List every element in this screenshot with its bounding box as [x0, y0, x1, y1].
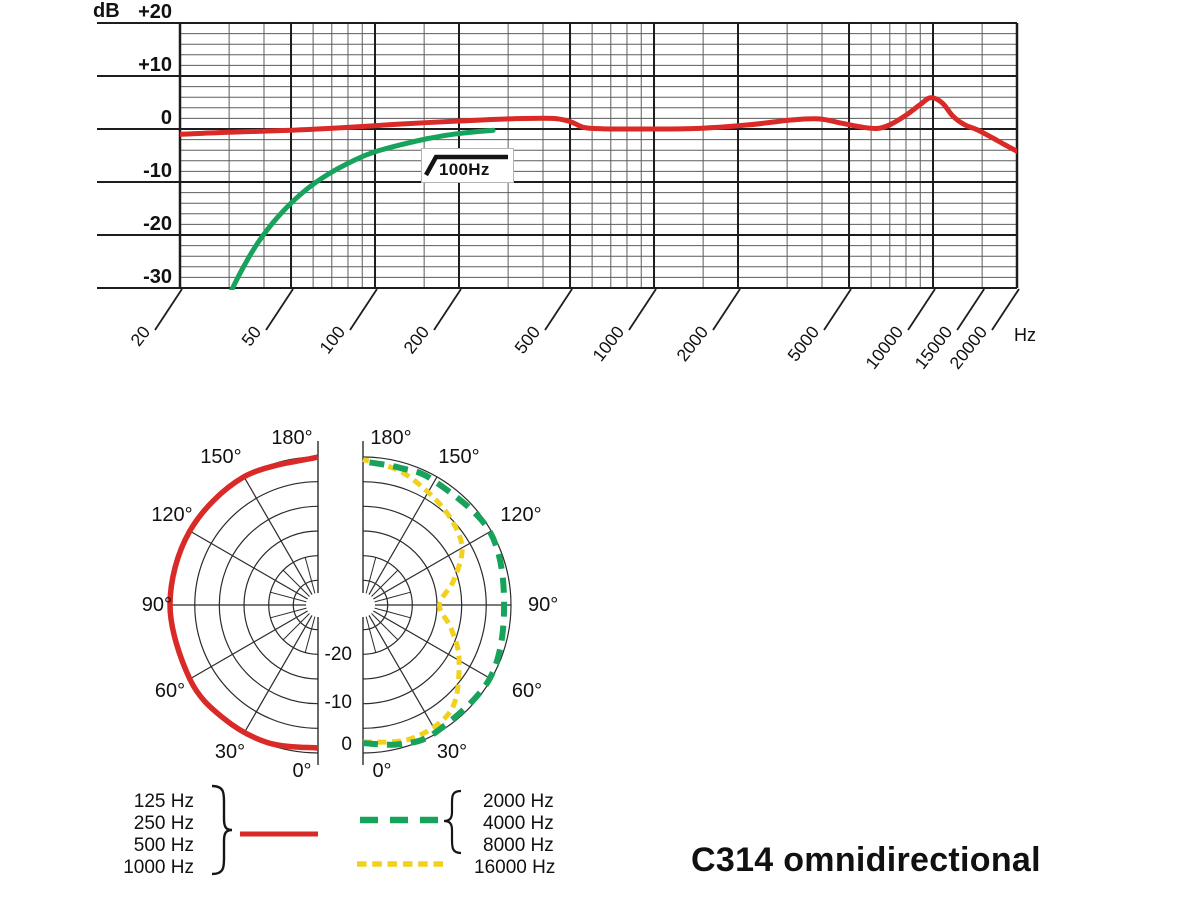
polar-grid-spoke	[189, 610, 308, 680]
legend-brace-left	[211, 784, 233, 876]
polar-pattern-chart: 0° 30° 60° 90° 120° 150° 180° 0° 30° 60° 90° 120° 15…	[142, 427, 559, 782]
y-tick-label: -20	[143, 213, 172, 235]
axis-tick	[544, 288, 573, 331]
polar-db-label: 0	[341, 734, 352, 755]
legend-low-frequencies: 125 Hz 250 Hz 500 Hz 1000 Hz	[106, 791, 194, 879]
y-tick-label: +20	[138, 1, 172, 23]
axis-tick	[712, 288, 741, 331]
x-tick-label: 500	[510, 322, 544, 358]
axis-tick	[628, 288, 657, 331]
legend-item: 500 Hz	[133, 835, 194, 856]
x-tick-label: 10000	[861, 322, 907, 373]
polar-angle-label: 0°	[292, 760, 311, 782]
polar-grid-spoke	[189, 530, 308, 600]
polar-grid-spoke	[368, 615, 438, 734]
polar-angle-label: 120°	[500, 504, 541, 526]
legend-high-frequencies: 2000 Hz 4000 Hz 8000 Hz 16000 Hz	[474, 791, 555, 879]
polar-curve-125-1000Hz	[167, 454, 319, 751]
y-tick-label: -30	[143, 266, 172, 288]
legend-graphics	[211, 784, 462, 876]
polar-grid-spoke-fine	[374, 607, 411, 619]
polar-grid-spoke-fine	[365, 616, 377, 653]
filter-frequency-label: 100Hz	[439, 160, 490, 179]
x-tick-label: 50	[237, 322, 265, 350]
legend-item: 4000 Hz	[483, 813, 554, 834]
polar-grid-spoke-fine	[371, 569, 399, 597]
axis-tick	[349, 288, 378, 331]
x-tick-label: 15000	[911, 322, 957, 373]
axis-tick	[823, 288, 852, 331]
legend-brace-right	[443, 789, 462, 855]
polar-grid-spoke-fine	[365, 557, 377, 594]
x-tick-label: 1000	[588, 322, 628, 365]
polar-angle-label: 180°	[370, 427, 411, 449]
polar-angle-label: 30°	[437, 741, 467, 763]
polar-angle-label: 120°	[151, 504, 192, 526]
polar-angle-label: 150°	[438, 446, 479, 468]
x-tick-label: 5000	[783, 322, 823, 365]
polar-grid-spoke-fine	[270, 591, 307, 603]
polar-grid-spoke-fine	[282, 569, 310, 597]
polar-grid-spoke-fine	[270, 607, 307, 619]
x-tick-label: 20000	[945, 322, 991, 373]
polar-grid-spoke-fine	[374, 591, 411, 603]
legend-item: 1000 Hz	[123, 857, 194, 878]
axis-tick	[433, 288, 462, 331]
polar-grid-spoke-fine	[371, 613, 399, 641]
y-axis-unit-label: dB	[93, 0, 120, 22]
legend-item: 250 Hz	[133, 813, 194, 834]
x-tick-label: 2000	[672, 322, 712, 365]
polar-grid-spoke-fine	[304, 557, 316, 594]
polar-db-label: -10	[325, 692, 352, 713]
x-tick-label: 100	[315, 322, 349, 358]
y-tick-label: +10	[138, 54, 172, 76]
axis-tick	[154, 288, 183, 331]
frequency-response-chart: +20 +10 0 -10 -20 -30 20 50 100 200 500 1000 2000 500…	[97, 1, 1020, 373]
y-tick-label: -10	[143, 160, 172, 182]
polar-angle-label: 60°	[155, 680, 185, 702]
polar-angle-label: 90°	[528, 594, 558, 616]
polar-angle-label: 0°	[372, 760, 391, 782]
response-curves	[180, 95, 1017, 290]
x-tick-label: 200	[399, 322, 433, 358]
low-cut-filter-badge: 100Hz	[421, 148, 514, 183]
polar-grid-spoke	[373, 610, 492, 680]
polar-db-label: -20	[325, 644, 352, 665]
polar-angle-label: 90°	[142, 594, 172, 616]
legend-item: 16000 Hz	[474, 857, 556, 878]
axis-tick	[907, 288, 936, 331]
polar-grid-spoke	[368, 476, 438, 595]
page-title: C314 omnidirectional	[691, 841, 1041, 879]
high-pass-filter-icon	[424, 154, 508, 177]
polar-grid-spoke	[243, 476, 313, 595]
curve-low-cut-filter-100Hz	[228, 127, 496, 290]
axis-tick	[956, 288, 985, 331]
polar-angle-label: 180°	[271, 427, 312, 449]
legend-item: 8000 Hz	[483, 835, 554, 856]
legend-item: 125 Hz	[133, 791, 194, 812]
polar-angle-label: 60°	[512, 680, 542, 702]
x-tick-label: 20	[126, 322, 154, 350]
legend-item: 2000 Hz	[483, 791, 554, 812]
polar-curve-16000Hz	[362, 457, 465, 745]
polar-grid-spoke	[243, 615, 313, 734]
polar-grid-spoke-fine	[304, 616, 316, 653]
polar-grid-spoke	[373, 530, 492, 600]
polar-angle-label: 150°	[200, 446, 241, 468]
polar-angle-label: 30°	[215, 741, 245, 763]
axis-tick	[265, 288, 294, 331]
axis-tick	[991, 288, 1020, 331]
polar-curve-2000-8000Hz	[362, 458, 508, 748]
y-tick-label: 0	[161, 107, 172, 129]
polar-grid-spoke-fine	[282, 613, 310, 641]
curve-frequency-response	[180, 95, 1017, 154]
x-axis-unit-label: Hz	[1014, 325, 1036, 345]
